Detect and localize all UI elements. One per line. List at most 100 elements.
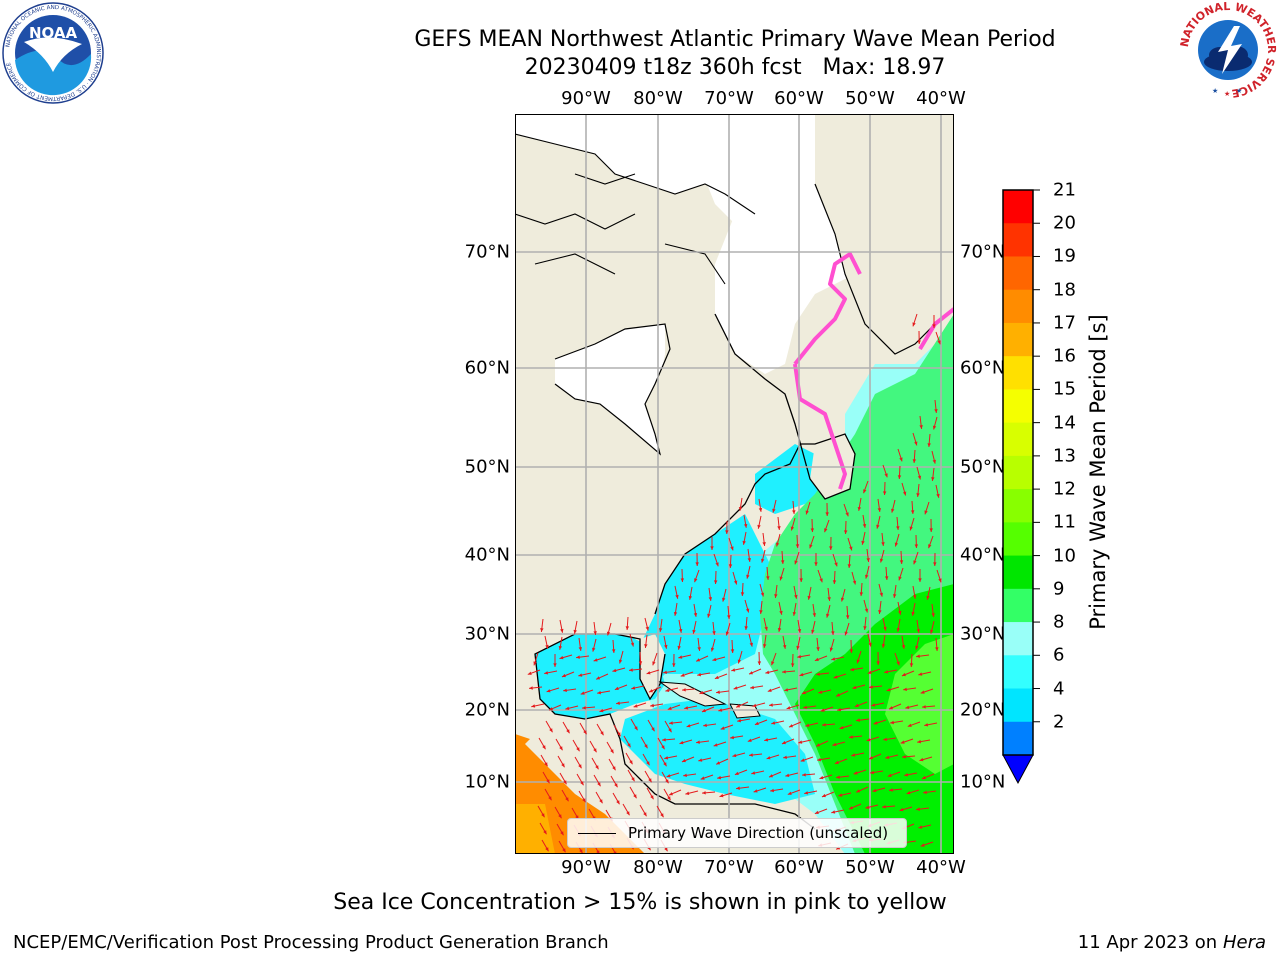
wave-arrow-head bbox=[916, 629, 921, 633]
wave-arrow-head bbox=[578, 673, 583, 677]
wave-arrow-head bbox=[678, 655, 683, 659]
wave-arrow-head bbox=[799, 672, 804, 677]
wave-arrow-head bbox=[917, 340, 921, 344]
wave-arrow-head bbox=[664, 756, 669, 760]
tick-label: 70°N bbox=[960, 241, 1006, 263]
wave-direction-arrows bbox=[527, 313, 942, 856]
wave-arrow-head bbox=[772, 508, 776, 513]
footer-date-text: 11 Apr 2023 on bbox=[1077, 932, 1223, 953]
wave-arrow-head bbox=[821, 793, 826, 798]
wave-arrow-head bbox=[682, 688, 686, 692]
wave-arrow-head bbox=[829, 647, 834, 652]
wave-arrow-head bbox=[898, 610, 902, 615]
wave-arrow-head bbox=[661, 745, 665, 750]
wave-arrow-head bbox=[814, 562, 818, 566]
wave-arrow-head bbox=[782, 644, 787, 649]
wave-arrow-head bbox=[916, 493, 920, 497]
wave-arrow-head bbox=[745, 608, 750, 613]
wave-arrow-head bbox=[597, 690, 602, 695]
wave-arrow-head bbox=[916, 807, 920, 811]
wave-arrow-head bbox=[917, 475, 922, 480]
colorbar-level-label: 9 bbox=[1053, 578, 1065, 600]
wave-arrow-head bbox=[764, 738, 769, 742]
tick-label: 90°W bbox=[561, 88, 611, 109]
ocean-field-cyan-coast bbox=[635, 514, 775, 694]
tick-label: 50°W bbox=[845, 857, 895, 878]
wave-arrow-head bbox=[899, 560, 904, 564]
wave-arrow-head bbox=[644, 644, 648, 648]
colorbar-level-label: 18 bbox=[1053, 279, 1076, 301]
wave-arrow-head bbox=[576, 655, 580, 659]
wave-arrow-head bbox=[922, 705, 926, 709]
footer-host: Hera bbox=[1222, 932, 1266, 953]
wave-arrow-head bbox=[738, 507, 743, 511]
wave-arrow-head bbox=[771, 721, 776, 725]
wave-arrow-head bbox=[884, 670, 889, 674]
tick-label: 30°N bbox=[960, 623, 1006, 645]
wave-arrow-head bbox=[780, 560, 785, 564]
wave-arrow-head bbox=[700, 776, 705, 780]
wave-arrow-head bbox=[890, 720, 894, 725]
wave-arrow-head bbox=[902, 491, 907, 496]
wave-arrow-head bbox=[873, 721, 878, 725]
wave-arrow-head bbox=[638, 661, 643, 665]
wave-arrow-head bbox=[737, 718, 742, 723]
wave-arrow-head bbox=[592, 647, 596, 652]
wave-arrow-head bbox=[800, 758, 805, 762]
wave-arrow-head bbox=[789, 724, 794, 728]
map-legend: Primary Wave Direction (unscaled) bbox=[567, 818, 907, 848]
wave-arrow-head bbox=[898, 576, 902, 581]
colorbar-segment bbox=[1003, 688, 1033, 723]
coastline-hudson bbox=[554, 323, 671, 456]
wave-arrow-head bbox=[737, 659, 742, 664]
wave-arrow-head bbox=[897, 475, 902, 479]
wave-arrow-head bbox=[596, 676, 601, 680]
wave-arrow-head bbox=[869, 756, 874, 760]
wave-arrow-head bbox=[730, 735, 734, 740]
coastline-gulf bbox=[534, 633, 816, 830]
wave-arrow-head bbox=[560, 831, 564, 836]
wave-arrow-head bbox=[542, 745, 546, 750]
wave-arrow-head bbox=[913, 560, 917, 565]
wave-arrow-head bbox=[779, 576, 783, 581]
wave-arrow-head bbox=[760, 592, 765, 597]
wave-arrow-head bbox=[770, 788, 774, 793]
wave-arrow-head bbox=[720, 726, 725, 730]
wave-arrow-head bbox=[869, 685, 873, 689]
wave-arrow-head bbox=[633, 794, 637, 799]
wave-arrow-head bbox=[722, 597, 726, 602]
chart-title: GEFS MEAN Northwest Atlantic Primary Wav… bbox=[414, 27, 1056, 52]
wave-arrow-head bbox=[932, 459, 936, 464]
tick-label: 70°W bbox=[704, 857, 754, 878]
caribbean-sea bbox=[620, 699, 815, 804]
wave-arrow-head bbox=[650, 795, 654, 800]
wave-arrow-head bbox=[903, 687, 907, 692]
wave-arrow-head bbox=[799, 578, 803, 582]
colorbar-segment bbox=[1003, 522, 1033, 557]
pacific-field-amber bbox=[515, 804, 555, 854]
wave-arrow-head bbox=[916, 654, 920, 658]
tick-label: 60°N bbox=[960, 357, 1006, 379]
wave-arrow-head bbox=[805, 510, 809, 515]
wave-arrow-head bbox=[629, 668, 633, 672]
wave-arrow-head bbox=[582, 798, 586, 803]
wave-arrow-head bbox=[827, 597, 831, 601]
wave-arrow-head bbox=[553, 663, 557, 667]
colorbar-segment bbox=[1003, 422, 1033, 457]
colorbar-segment bbox=[1003, 622, 1033, 656]
wave-arrow-head bbox=[548, 796, 552, 801]
wave-arrow-head bbox=[811, 629, 815, 634]
wave-arrow-head bbox=[546, 689, 551, 693]
wave-arrow-head bbox=[838, 793, 843, 797]
wave-arrow-head bbox=[911, 611, 915, 616]
colorbar-svg bbox=[1002, 189, 1040, 785]
wave-arrow-head bbox=[883, 737, 887, 742]
wave-arrow-head bbox=[695, 562, 699, 566]
wave-arrow-head bbox=[707, 613, 711, 618]
wave-arrow-head bbox=[717, 775, 722, 780]
wave-arrow-head bbox=[777, 526, 781, 530]
legend-line-sample bbox=[578, 832, 616, 834]
wave-arrow-head bbox=[896, 627, 901, 632]
wave-arrow-head bbox=[825, 512, 829, 516]
footer-credit: NCEP/EMC/Verification Post Processing Pr… bbox=[13, 932, 609, 953]
